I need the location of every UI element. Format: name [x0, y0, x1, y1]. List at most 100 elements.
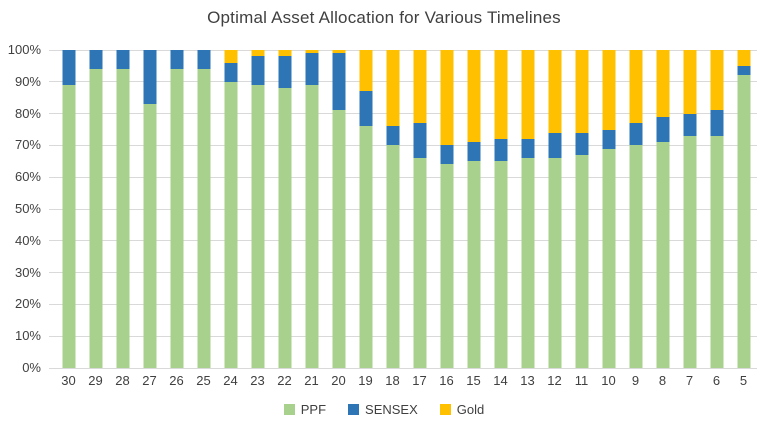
bar-segment-gold-13: [521, 50, 534, 140]
legend-item-ppf: PPF: [283, 401, 327, 417]
bar-segment-sensex-22: [278, 56, 291, 89]
legend-label: SENSEX: [365, 401, 418, 417]
x-axis-tick-label-23: 23: [250, 373, 265, 388]
y-axis-tick-label: 20%: [14, 296, 41, 312]
stacked-bar-5: [737, 50, 750, 368]
x-axis-tick-label-20: 20: [331, 373, 346, 388]
bar-segment-gold-21: [305, 50, 318, 54]
y-axis-tick-label: 80%: [14, 105, 41, 121]
stacked-bar-25: [197, 50, 210, 368]
bar-segment-ppf-16: [440, 164, 453, 368]
bar-segment-sensex-18: [386, 126, 399, 146]
bar-segment-gold-23: [251, 50, 264, 57]
stacked-bar-8: [656, 50, 669, 368]
bar-segment-ppf-30: [62, 84, 75, 368]
x-axis-tick-label-16: 16: [439, 373, 454, 388]
bar-slot-21: [298, 50, 325, 368]
x-axis-tick-label-17: 17: [412, 373, 427, 388]
bar-segment-sensex-24: [224, 62, 237, 82]
bar-segment-sensex-23: [251, 56, 264, 85]
stacked-bar-29: [89, 50, 102, 368]
bar-segment-gold-12: [548, 50, 561, 133]
stacked-bar-14: [494, 50, 507, 368]
bar-slot-25: [190, 50, 217, 368]
x-axis-tick-label-24: 24: [223, 373, 238, 388]
bar-slot-5: [730, 50, 757, 368]
bar-segment-gold-22: [278, 50, 291, 57]
bar-segment-ppf-7: [683, 135, 696, 368]
bar-slot-22: [271, 50, 298, 368]
bar-segment-sensex-14: [494, 139, 507, 162]
x-axis-tick-label-12: 12: [547, 373, 562, 388]
bar-segment-gold-10: [602, 50, 615, 130]
bar-segment-ppf-6: [710, 135, 723, 368]
y-axis-tick-label: 50%: [14, 201, 41, 216]
bars-layer: [55, 50, 757, 368]
x-axis-tick-label-15: 15: [466, 373, 481, 388]
bar-segment-sensex-11: [575, 132, 588, 155]
legend-label: PPF: [300, 401, 327, 417]
x-axis-tick-label-5: 5: [739, 373, 748, 388]
gridline-50%: [49, 208, 757, 210]
x-axis-tick-label-26: 26: [169, 373, 184, 388]
legend-item-sensex: SENSEX: [348, 402, 418, 417]
stacked-bar-19: [359, 50, 372, 368]
bar-segment-ppf-14: [494, 161, 507, 368]
legend-item-gold: Gold: [439, 401, 485, 417]
y-axis-tick-label: 70%: [14, 137, 41, 153]
bar-segment-ppf-26: [170, 69, 183, 368]
bar-slot-19: [352, 50, 379, 368]
bar-slot-29: [82, 50, 109, 368]
x-axis-tick-label-28: 28: [115, 373, 130, 388]
x-axis-tick-label-19: 19: [358, 373, 373, 388]
stacked-bar-27: [143, 50, 156, 368]
bar-segment-sensex-28: [116, 50, 129, 70]
bar-slot-7: [676, 50, 703, 368]
gridline-100%: [49, 49, 757, 51]
stacked-bar-24: [224, 50, 237, 368]
bar-slot-13: [514, 50, 541, 368]
x-axis-tick-label-7: 7: [685, 373, 694, 388]
bar-segment-ppf-8: [656, 142, 669, 368]
stacked-bar-30: [62, 50, 75, 368]
bar-segment-ppf-28: [116, 69, 129, 368]
legend-swatch-icon: [439, 403, 451, 415]
x-axis-tick-label-18: 18: [385, 373, 400, 388]
x-axis-tick-label-27: 27: [142, 373, 157, 388]
stacked-bar-23: [251, 50, 264, 368]
bar-segment-sensex-16: [440, 145, 453, 165]
bar-segment-ppf-10: [602, 148, 615, 368]
x-axis-tick-label-29: 29: [88, 373, 103, 388]
gridline-80%: [49, 113, 757, 115]
stacked-bar-7: [683, 50, 696, 368]
x-axis-tick-label-13: 13: [520, 373, 535, 388]
legend-label: Gold: [456, 401, 485, 417]
x-axis-tick-label-30: 30: [61, 373, 76, 388]
bar-slot-23: [244, 50, 271, 368]
x-axis-tick-label-6: 6: [712, 373, 721, 388]
stacked-bar-10: [602, 50, 615, 368]
x-axis-tick-label-11: 11: [574, 373, 589, 388]
x-axis-tick-label-25: 25: [196, 373, 211, 388]
bar-segment-sensex-6: [710, 110, 723, 136]
bar-slot-9: [622, 50, 649, 368]
gridline-40%: [49, 240, 757, 242]
bar-segment-sensex-27: [143, 50, 156, 105]
bar-slot-10: [595, 50, 622, 368]
bar-segment-gold-15: [467, 50, 480, 143]
bar-segment-sensex-26: [170, 50, 183, 70]
chart-title: Optimal Asset Allocation for Various Tim…: [207, 8, 561, 27]
bar-segment-gold-11: [575, 50, 588, 133]
bar-segment-gold-18: [386, 50, 399, 127]
bar-slot-28: [109, 50, 136, 368]
bar-slot-24: [217, 50, 244, 368]
bar-segment-sensex-20: [332, 53, 345, 111]
bar-slot-18: [379, 50, 406, 368]
bar-segment-gold-9: [629, 50, 642, 124]
y-axis-tick-label: 10%: [14, 328, 41, 344]
x-axis-tick-label-14: 14: [493, 373, 508, 388]
bar-segment-ppf-24: [224, 81, 237, 368]
bar-segment-ppf-23: [251, 84, 264, 368]
bar-slot-15: [460, 50, 487, 368]
bar-slot-16: [433, 50, 460, 368]
